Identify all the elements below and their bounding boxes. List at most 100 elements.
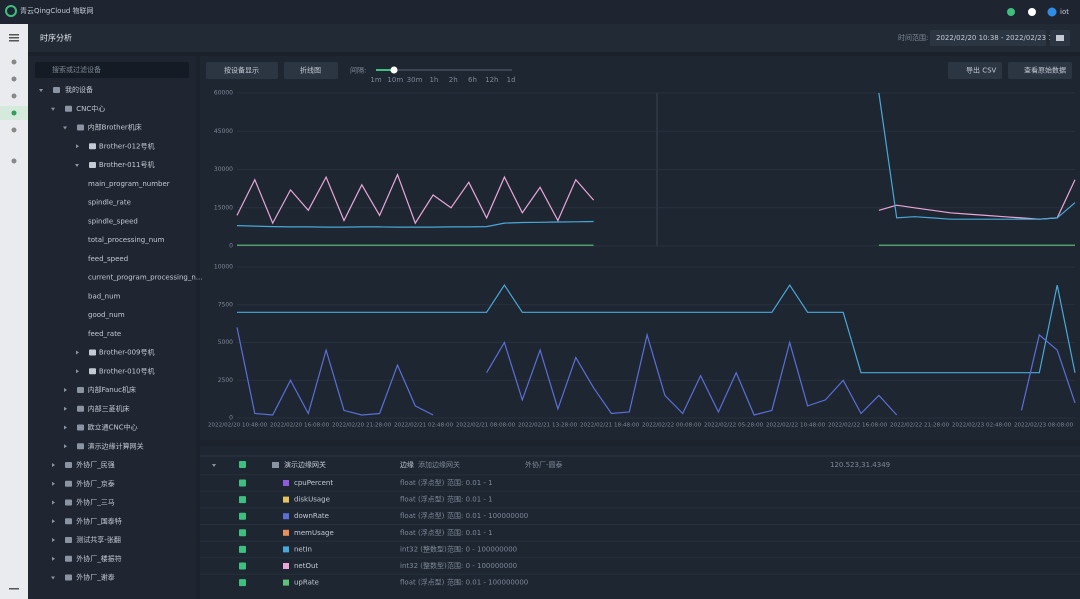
tree-caret[interactable] (52, 556, 55, 561)
status-icon[interactable] (1007, 8, 1015, 16)
tree-label[interactable]: 内部三菱机床 (88, 404, 130, 413)
interval-option[interactable]: 1m (370, 76, 381, 84)
nav-icon[interactable] (11, 158, 17, 164)
interval-option[interactable]: 10m (387, 76, 403, 84)
tree-label[interactable]: 外协厂_京泰 (76, 479, 115, 488)
tree-caret[interactable] (52, 538, 55, 542)
tree-field[interactable]: current_program_processing_n... (88, 274, 202, 282)
time-range-box[interactable] (930, 30, 1046, 46)
chart-type[interactable]: 折线图 (300, 66, 321, 75)
tree-field[interactable]: main_program_number (88, 180, 170, 188)
tree-label[interactable]: 外协厂_民强 (76, 460, 115, 469)
tree-label[interactable]: 演示边缘计算网关 (88, 441, 144, 450)
checkbox[interactable] (239, 529, 246, 537)
collapse-icon[interactable] (9, 588, 19, 590)
tree-label[interactable]: 我的设备 (65, 85, 93, 94)
tree-caret[interactable] (51, 576, 55, 580)
tree-caret[interactable] (64, 406, 67, 411)
y-tick-label: 7500 (218, 301, 233, 308)
tree-caret[interactable] (76, 350, 79, 355)
tree-caret[interactable] (75, 164, 79, 167)
nav-icon[interactable] (11, 110, 17, 116)
tree-caret[interactable] (52, 519, 55, 524)
tree-field[interactable]: bad_num (88, 292, 121, 300)
tree-caret[interactable] (51, 107, 55, 111)
tree-caret[interactable] (63, 126, 67, 130)
tree-label[interactable]: 外协厂_谢泰 (76, 573, 115, 582)
interval-option[interactable]: 2h (449, 76, 458, 84)
user-avatar[interactable] (1047, 7, 1057, 17)
tree-caret[interactable] (64, 425, 67, 430)
raw-data-button[interactable] (1008, 62, 1072, 79)
tree-field[interactable]: spindle_speed (88, 217, 138, 225)
tree-label[interactable]: Brother-009号机 (99, 348, 155, 357)
time-range[interactable]: 2022/02/20 10:38 - 2022/02/23 10:38 (936, 34, 1068, 42)
search-box[interactable] (35, 62, 189, 78)
tree-caret[interactable] (52, 463, 55, 467)
interval-knob[interactable] (390, 66, 398, 74)
tree-label[interactable]: 内部Fanuc机床 (88, 385, 136, 394)
menu-icon[interactable] (9, 34, 19, 36)
checkbox[interactable] (239, 562, 246, 570)
checkbox[interactable] (239, 545, 246, 553)
interval-option[interactable]: 1h (429, 76, 438, 84)
tree-label[interactable]: Brother-010号机 (99, 366, 155, 375)
group-by-dropdown[interactable] (206, 62, 278, 79)
tree-label[interactable]: Brother-012号机 (99, 141, 155, 150)
tree-field[interactable]: feed_rate (88, 330, 121, 338)
nav-icon[interactable] (11, 59, 17, 65)
checkbox[interactable] (239, 512, 246, 520)
tree-field[interactable]: good_num (88, 311, 125, 319)
interval-option[interactable]: 30m (407, 76, 423, 84)
gateway-icon (272, 462, 279, 468)
search-placeholder[interactable]: 搜索或过滤设备 (52, 65, 101, 74)
gateway-name[interactable]: 演示边缘网关 (284, 460, 326, 469)
interval-option[interactable]: 1d (507, 76, 516, 84)
help-icon[interactable] (1028, 8, 1036, 16)
tree-icon (65, 462, 72, 468)
tree-label[interactable]: 外协厂_楼振符 (76, 554, 122, 563)
checkbox[interactable] (239, 579, 246, 587)
tree-label[interactable]: 外协厂_国泰特 (76, 516, 122, 525)
group-by[interactable]: 按设备显示 (224, 66, 259, 75)
x-tick-label: 2022/02/22 00:08:00 (642, 423, 702, 429)
nav-icon[interactable] (11, 76, 17, 82)
interval-option[interactable]: 6h (468, 76, 477, 84)
tree-icon (65, 518, 72, 525)
tree-caret[interactable] (39, 89, 43, 92)
tree-caret[interactable] (64, 444, 67, 449)
tree-label[interactable]: CNC中心 (76, 104, 105, 113)
tree-caret[interactable] (76, 369, 79, 374)
raw-data-label[interactable]: 查看原始数据 (1024, 66, 1066, 75)
tree-field[interactable]: feed_speed (88, 255, 128, 263)
user-name[interactable]: iot (1060, 8, 1069, 16)
tree-field[interactable]: spindle_rate (88, 199, 131, 207)
tree-caret[interactable] (64, 388, 67, 392)
tree-icon (89, 368, 96, 375)
export-label[interactable]: 导出 CSV (966, 66, 997, 75)
gateway-kind: 边缘 (400, 460, 414, 469)
export-button[interactable] (948, 62, 1002, 79)
tree-label[interactable]: 外协厂_三马 (76, 498, 115, 507)
tree-label[interactable]: 欧立通CNC中心 (88, 423, 138, 432)
tree-field[interactable]: total_processing_num (88, 236, 165, 244)
x-tick-label: 2022/02/20 16:08:00 (270, 423, 330, 429)
checkbox[interactable] (239, 496, 246, 504)
tree-caret[interactable] (76, 144, 79, 149)
tree-label[interactable]: 内部Brother机床 (88, 123, 142, 132)
nav-icon[interactable] (11, 127, 17, 133)
checkbox[interactable] (239, 479, 246, 487)
checkbox[interactable] (239, 461, 246, 468)
tree-label[interactable]: Brother-011号机 (99, 160, 155, 169)
interval-option[interactable]: 12h (485, 76, 498, 84)
chart-type-dropdown[interactable] (284, 62, 338, 79)
nav-icon[interactable] (11, 93, 17, 99)
brand: 青云QingCloud 物联网 (20, 6, 94, 15)
menu-icon[interactable] (9, 40, 19, 42)
menu-icon[interactable] (9, 37, 19, 39)
property-type: float (浮点型) (400, 478, 445, 487)
expand-caret[interactable] (212, 464, 216, 467)
tree-label[interactable]: 测试共享-张翻 (76, 535, 121, 544)
tree-caret[interactable] (52, 481, 55, 486)
tree-caret[interactable] (52, 500, 55, 505)
